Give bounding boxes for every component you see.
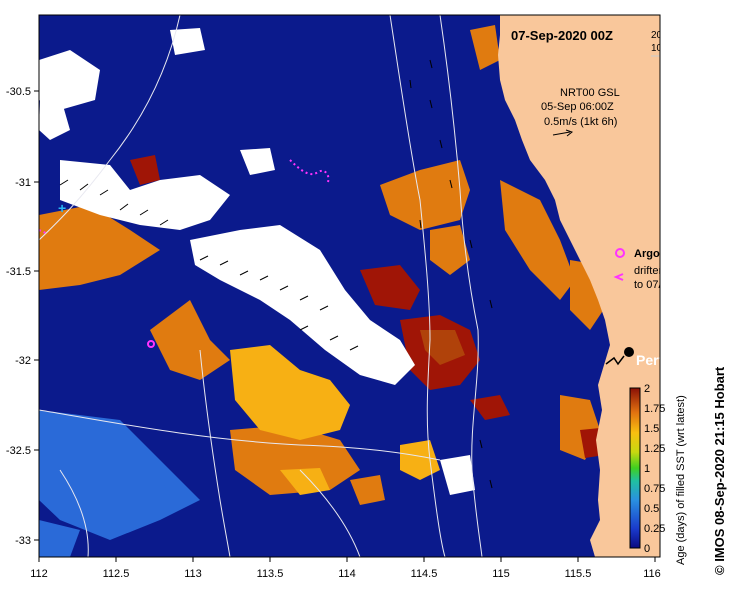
colorbar-tick: 1 — [644, 463, 650, 475]
current-scale-label: 0.5m/s (1kt 6h) — [544, 116, 617, 128]
x-tick-label: 116 — [643, 568, 661, 580]
current-time-label: 05-Sep 06:00Z — [541, 101, 614, 113]
drifter-cross-marker: + — [58, 200, 66, 216]
colorbar-tick: 1.25 — [644, 443, 665, 455]
x-tick-label: 112.5 — [103, 568, 130, 580]
map-frame — [38, 14, 661, 558]
map-plot-area: + Perth 07-Sep-2020 00Z 200m 1000m NRT00… — [39, 15, 696, 557]
x-tick-label: 114.5 — [411, 568, 438, 580]
cloud-cover — [39, 28, 475, 495]
contour-label-200m: 200m — [651, 30, 676, 41]
colorbar-tick: 0.75 — [644, 483, 665, 495]
depth-contours — [39, 15, 483, 557]
x-tick-label: 115.5 — [565, 568, 592, 580]
sst-age-orange — [39, 25, 610, 505]
x-tick-label: 115 — [492, 568, 510, 580]
colorbar-tick: 0 — [644, 543, 650, 555]
argo-float-marker — [147, 340, 155, 348]
map-title: 07-Sep-2020 00Z — [511, 28, 613, 43]
x-tick-label: 114 — [338, 568, 356, 580]
colorbar-tick: 2 — [644, 383, 650, 395]
colorbar-tick: 1.5 — [644, 423, 659, 435]
y-tick-label: -31.5 — [6, 266, 31, 278]
argo-legend-label: Argo — [634, 248, 660, 260]
x-tick-label: 113.5 — [257, 568, 284, 580]
x-tick-label: 112 — [30, 568, 48, 580]
current-vectors — [59, 59, 493, 489]
perth-dot — [624, 347, 634, 357]
drifter-legend-label: drifters@6h — [634, 265, 691, 277]
current-source-label: NRT00 GSL — [560, 87, 620, 99]
drifter-legend-time: to 07/09 12Z — [634, 279, 696, 291]
x-tick-label: 113 — [184, 568, 202, 580]
colorbar-tick: 1.75 — [644, 403, 665, 415]
y-axis-ticks — [34, 90, 39, 541]
contour-label-1000m: 1000m — [651, 43, 682, 54]
y-axis-labels: -30.5 -31 -31.5 -32 -32.5 -33 — [6, 86, 31, 547]
x-axis-ticks — [38, 557, 656, 562]
drifter-tracks — [39, 159, 330, 235]
colorbar-tick: 0.25 — [644, 523, 665, 535]
perth-coast-marker — [605, 355, 625, 366]
y-tick-label: -32.5 — [6, 445, 31, 457]
colorbar-ticks: 2 1.75 1.5 1.25 1 0.75 0.5 0.25 0 — [644, 383, 665, 555]
argo-legend-icon — [615, 248, 625, 258]
colorbar-label: Age (days) of filled SST (wrt latest) — [675, 395, 687, 565]
y-tick-label: -32 — [15, 355, 31, 367]
x-axis-labels: 112 112.5 113 113.5 114 114.5 115 115.5 … — [30, 568, 661, 580]
current-scale-arrow — [552, 131, 571, 136]
y-tick-label: -33 — [15, 535, 31, 547]
perth-label: Perth — [636, 352, 672, 368]
imos-credit: © IMOS 08-Sep-2020 21:15 Hobart — [712, 366, 727, 575]
current-scale-arrowhead — [565, 129, 574, 137]
land-western-australia — [498, 15, 660, 557]
y-tick-label: -31 — [15, 177, 31, 189]
drifter-legend-icon — [613, 273, 624, 281]
y-tick-label: -30.5 — [6, 86, 31, 98]
sst-age-brown — [420, 330, 465, 365]
colorbar-tick: 0.5 — [644, 503, 659, 515]
colorbar — [629, 387, 641, 549]
